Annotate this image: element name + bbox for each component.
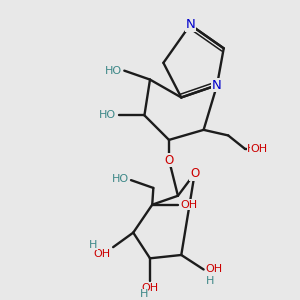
Text: N: N [185, 18, 195, 31]
Text: OH: OH [206, 265, 223, 275]
Text: H: H [206, 276, 214, 286]
Text: HO: HO [112, 174, 129, 184]
Text: OH: OH [250, 144, 268, 154]
Text: OH: OH [94, 249, 111, 260]
Text: O: O [164, 154, 174, 166]
Text: H: H [247, 144, 256, 154]
Text: OH: OH [180, 200, 197, 210]
Text: H: H [140, 289, 148, 299]
Text: N: N [212, 79, 222, 92]
Text: HO: HO [105, 66, 122, 76]
Text: HO: HO [99, 110, 116, 120]
Text: O: O [190, 167, 199, 180]
Text: H: H [89, 240, 98, 250]
Text: OH: OH [141, 283, 159, 293]
